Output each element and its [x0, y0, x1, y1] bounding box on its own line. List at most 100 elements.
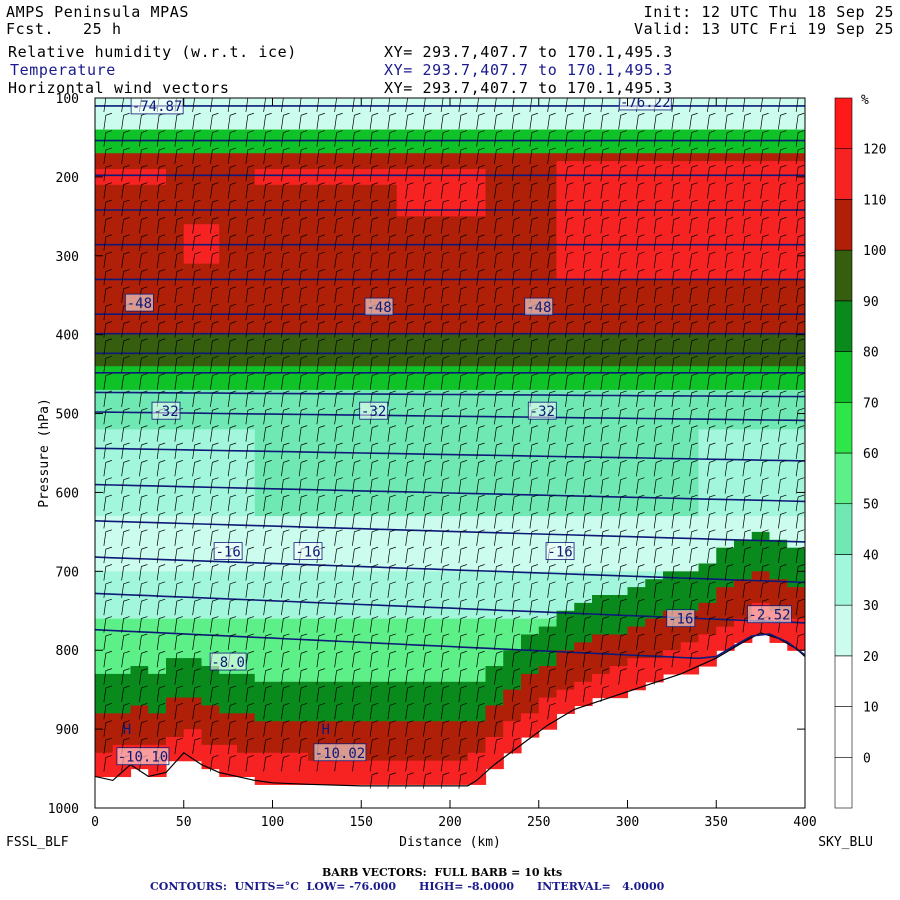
rh-cell [503, 634, 522, 643]
wind-barb [263, 720, 272, 737]
wind-barb [600, 494, 609, 512]
rh-cell [467, 500, 487, 509]
wind-barb [387, 338, 396, 355]
rh-cell [254, 650, 274, 659]
wind-barb [423, 581, 432, 598]
wind-barb [103, 355, 112, 373]
rh-cell [574, 334, 593, 344]
wind-barb [121, 546, 130, 564]
rh-cell [183, 563, 203, 572]
wind-barb [582, 425, 592, 442]
wind-barb [423, 512, 432, 529]
rh-cell [432, 326, 451, 336]
wind-barb [636, 460, 645, 477]
wind-barb [387, 737, 396, 755]
wind-barb [440, 650, 450, 668]
rh-cell [450, 358, 469, 367]
rh-cell [592, 129, 611, 139]
rh-cell [112, 161, 132, 170]
rh-cell [556, 232, 575, 241]
wind-barb [245, 182, 254, 199]
rh-cell [379, 318, 398, 328]
rh-cell [414, 224, 433, 233]
rh-cell [343, 303, 362, 312]
rh-cell [148, 184, 167, 194]
wind-barb [494, 720, 503, 737]
rh-cell [254, 563, 274, 572]
wind-barb [600, 251, 609, 269]
wind-barb [387, 217, 396, 234]
rh-cell [627, 145, 646, 154]
wind-barb [174, 147, 183, 165]
rh-cell [751, 161, 771, 170]
wind-barb [387, 650, 396, 668]
rh-cell [521, 476, 540, 486]
rh-cell [521, 508, 540, 517]
rh-cell [432, 634, 451, 643]
rh-cell [254, 161, 274, 170]
rh-cell [627, 326, 646, 336]
wind-barb [352, 164, 361, 182]
rh-cell [183, 98, 203, 107]
colorbar-swatch [834, 452, 853, 505]
wind-barb [707, 390, 716, 407]
rh-cell [219, 531, 238, 541]
wind-barb [476, 512, 485, 529]
rh-cell [751, 98, 771, 107]
rh-cell [645, 595, 664, 604]
rh-cell [254, 681, 274, 691]
wind-barb [689, 529, 698, 546]
wind-barb [653, 512, 663, 529]
rh-cell [343, 232, 362, 241]
wind-barb [103, 703, 112, 720]
rh-cell [574, 287, 593, 296]
rh-cell [201, 547, 220, 557]
rh-cell [574, 216, 593, 225]
wind-barb [139, 407, 148, 425]
wind-barb [298, 373, 308, 390]
wind-barb [298, 650, 308, 668]
wind-barb [653, 321, 663, 338]
wind-barb [263, 217, 272, 234]
rh-cell [663, 216, 682, 225]
wind-barb [210, 269, 219, 286]
wind-barb [671, 650, 680, 668]
wind-barb [724, 199, 734, 217]
wind-barb [192, 303, 201, 321]
wind-barb [440, 616, 450, 633]
rh-cell [201, 634, 220, 643]
rh-cell [521, 113, 540, 123]
wind-barb [156, 529, 166, 546]
rh-cell [130, 492, 149, 501]
wind-barb [636, 182, 645, 199]
wind-barb [742, 512, 751, 529]
wind-barb [742, 373, 751, 390]
rh-cell [609, 666, 629, 675]
rh-cell [485, 445, 504, 454]
rh-cell [663, 587, 682, 596]
wind-barb [707, 442, 716, 460]
rh-cell [751, 342, 771, 352]
wind-barb [476, 685, 485, 703]
rh-cell [112, 255, 132, 265]
wind-barb [476, 303, 485, 321]
rh-cell [219, 271, 238, 281]
wind-barb [139, 546, 148, 564]
rh-cell [609, 429, 629, 438]
wind-barb [121, 373, 130, 390]
wind-barb [494, 321, 503, 338]
wind-barb [334, 512, 343, 529]
wind-barb [103, 668, 112, 685]
rh-cell [254, 303, 274, 312]
rh-cell [503, 705, 522, 714]
rh-cell [609, 271, 629, 281]
wind-barb [440, 373, 450, 390]
rh-cell [166, 681, 185, 691]
rh-cell [645, 255, 664, 265]
wind-barb [192, 425, 201, 442]
rh-cell [290, 216, 309, 225]
rh-cell [734, 508, 753, 517]
temperature-label: -32 [359, 401, 389, 420]
wind-barb [671, 546, 680, 564]
wind-barb [582, 407, 592, 425]
